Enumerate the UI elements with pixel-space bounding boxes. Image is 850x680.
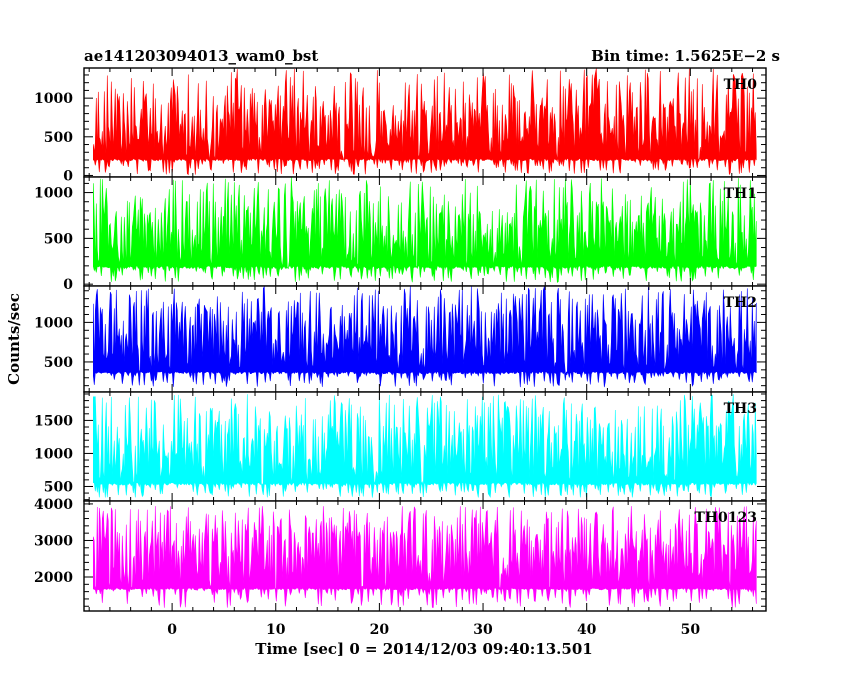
panel-th1: 0 500 1000 TH1 — [34, 176, 767, 293]
x-tick-label: 40 — [577, 622, 597, 638]
panel-th2: 500 1000 TH2 — [34, 285, 767, 393]
panel-th0123: 2000 3000 4000 TH0123 — [34, 497, 767, 612]
x-axis: 0 10 20 30 40 50 — [167, 622, 700, 638]
series-line-th1 — [93, 177, 757, 283]
y-tick-label: 3000 — [34, 533, 73, 549]
panel-label-th0123: TH0123 — [694, 510, 757, 526]
panel-stack: 0 500 1000 TH0 0 500 1000 TH1 500 1000 TH2 500 1000 1… — [34, 67, 767, 612]
plot-title-left: ae141203094013_wam0_bst — [84, 47, 318, 65]
panel-x-ticks — [88, 286, 754, 392]
panel-frame — [83, 500, 767, 612]
x-axis-label: Time [sec] 0 = 2014/12/03 09:40:13.501 — [255, 640, 592, 658]
panel-x-ticks — [88, 501, 754, 611]
panel-x-ticks — [88, 177, 754, 286]
series-line-th0 — [93, 68, 757, 176]
y-tick-label: 1000 — [34, 91, 73, 107]
y-tick-label: 1500 — [34, 413, 73, 429]
y-tick-label: 0 — [63, 277, 73, 293]
x-tick-label: 0 — [167, 622, 177, 638]
series-line-th2 — [93, 285, 757, 388]
x-tick-label: 50 — [681, 622, 701, 638]
series-line-th0123 — [93, 506, 757, 608]
panel-th0: 0 500 1000 TH0 — [34, 67, 767, 184]
y-tick-label: 0 — [63, 168, 73, 184]
panel-label-th1: TH1 — [724, 186, 757, 202]
panel-label-th3: TH3 — [724, 401, 757, 417]
y-tick-label: 2000 — [34, 570, 73, 586]
y-axis-label: Counts/sec — [5, 293, 23, 385]
x-tick-label: 20 — [370, 622, 390, 638]
x-tick-label: 10 — [266, 622, 286, 638]
y-tick-label: 1000 — [34, 186, 73, 202]
series-line-th3 — [93, 394, 757, 498]
y-tick-label: 500 — [44, 231, 73, 247]
panel-th3: 500 1000 1500 TH3 — [34, 391, 767, 502]
panel-label-th0: TH0 — [724, 77, 758, 93]
x-tick-label: 30 — [473, 622, 493, 638]
y-tick-label: 500 — [44, 355, 73, 371]
y-tick-label: 500 — [44, 479, 73, 495]
y-tick-label: 500 — [44, 130, 73, 146]
y-tick-label: 4000 — [34, 497, 73, 513]
plot-title-right: Bin time: 1.5625E−2 s — [591, 47, 780, 65]
y-tick-label: 1000 — [34, 315, 73, 331]
y-tick-label: 1000 — [34, 446, 73, 462]
panel-label-th2: TH2 — [724, 295, 757, 311]
